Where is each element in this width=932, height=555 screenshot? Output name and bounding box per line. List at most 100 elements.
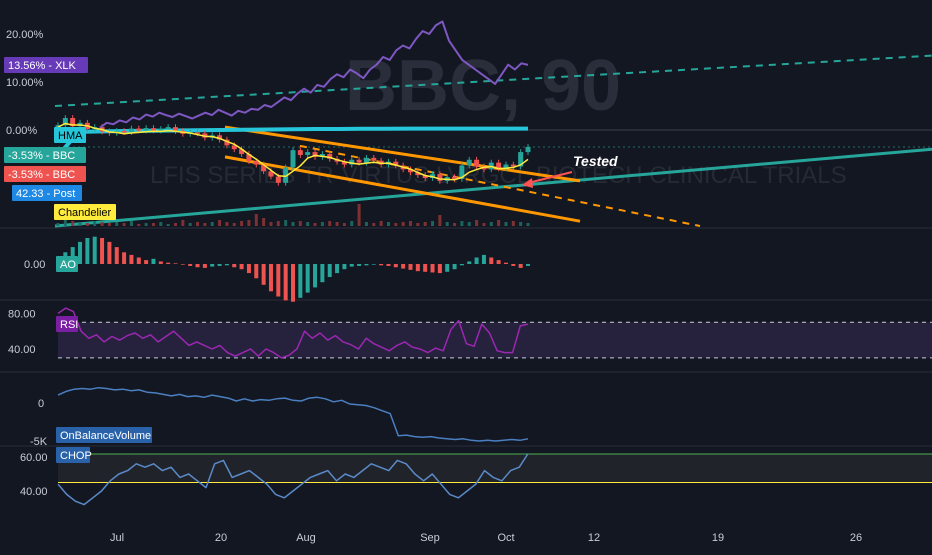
candle-body xyxy=(466,159,472,166)
ao-bar xyxy=(129,254,134,264)
ao-bar xyxy=(511,264,516,266)
ao-bar xyxy=(305,264,310,293)
ao-bar xyxy=(445,264,450,272)
ao-bar xyxy=(393,264,398,268)
candle-body xyxy=(356,159,362,163)
volume-bar xyxy=(453,223,457,226)
volume-bar xyxy=(467,222,471,226)
volume-bar xyxy=(401,222,405,226)
ao-bar xyxy=(496,260,501,264)
ao-bar xyxy=(423,264,428,272)
volume-bar xyxy=(504,222,508,226)
ao-bar xyxy=(335,264,340,274)
ao-bar xyxy=(100,238,105,264)
candle-body xyxy=(341,161,347,165)
main-tick-20: 20.00% xyxy=(6,29,44,41)
candle-body xyxy=(371,157,377,161)
ao-bar xyxy=(415,264,420,272)
label-bbc-1-bg xyxy=(4,147,86,163)
xlk-line xyxy=(99,20,529,129)
candle-body xyxy=(496,162,502,169)
volume-bar xyxy=(78,222,82,226)
candle-body xyxy=(143,128,149,131)
volume-bar xyxy=(151,223,155,226)
volume-bar xyxy=(372,223,376,226)
volume-bar xyxy=(364,222,368,226)
candle-body xyxy=(319,154,325,157)
trend-upper-line xyxy=(224,125,581,183)
label-chandelier-bg xyxy=(54,204,116,220)
volume-bar xyxy=(313,223,317,226)
volume-bar xyxy=(144,223,148,226)
chop-line xyxy=(57,453,529,506)
volume-bar xyxy=(85,223,89,226)
candle-body xyxy=(518,152,524,167)
ao-bar xyxy=(364,264,369,266)
ao-bar xyxy=(518,264,523,268)
label-bbc-2: -3.53% - BBC xyxy=(8,169,75,181)
volume-bar xyxy=(431,221,435,226)
candle-body xyxy=(121,130,127,133)
obv-tick-0: 0 xyxy=(38,398,44,410)
ao-bar xyxy=(459,264,464,266)
main-tick-10: 10.00% xyxy=(6,77,44,89)
volume-bar xyxy=(225,222,229,226)
candle-body xyxy=(452,177,458,179)
volume-bar xyxy=(240,221,244,226)
ao-bar xyxy=(114,247,119,264)
ao-bar xyxy=(467,261,472,264)
volume-bar xyxy=(159,222,163,226)
volume-bar xyxy=(350,221,354,226)
ao-bar xyxy=(283,264,288,301)
ao-bar xyxy=(430,264,435,273)
volume-bar xyxy=(291,222,295,226)
channel-top-line xyxy=(54,54,932,107)
volume-bar xyxy=(342,223,346,226)
ao-bar xyxy=(173,263,178,264)
ao-bar xyxy=(371,264,376,265)
rsi-line xyxy=(57,307,529,359)
ao-bar xyxy=(503,262,508,264)
ao-bar xyxy=(342,264,347,270)
rsi-band xyxy=(58,322,932,358)
candle-body xyxy=(231,145,237,150)
candle-body xyxy=(239,149,245,154)
label-rsi: RSI xyxy=(60,319,78,331)
x-tick-12: 12 xyxy=(588,532,600,544)
volume-bar xyxy=(174,223,177,226)
candle-body xyxy=(70,118,76,127)
ao-bar xyxy=(526,264,530,266)
volume-bar xyxy=(71,221,75,226)
volume-bar xyxy=(328,221,332,226)
ao-bar xyxy=(386,264,391,266)
volume-bar xyxy=(93,221,97,226)
ao-bar xyxy=(217,264,222,266)
volume-bar xyxy=(56,223,60,226)
volume-bar xyxy=(100,222,104,226)
candle-body xyxy=(297,150,303,155)
candle-body xyxy=(327,154,333,159)
label-obv: OnBalanceVolume xyxy=(60,430,151,442)
candle-body xyxy=(459,165,465,179)
x-tick-19: 19 xyxy=(712,532,724,544)
volume-bar xyxy=(489,222,493,226)
candle-body xyxy=(408,169,413,173)
volume-bar xyxy=(416,223,420,226)
ao-bar xyxy=(92,236,97,264)
volume-bar xyxy=(122,223,126,226)
volume-bar xyxy=(386,222,390,226)
volume-bar xyxy=(519,222,523,226)
ao-bar xyxy=(254,264,259,279)
candle-body xyxy=(62,118,68,126)
volume-bar xyxy=(482,223,486,226)
volume-bar xyxy=(166,224,170,226)
label-xlk: 13.56% - XLK xyxy=(8,60,77,72)
volume-bar xyxy=(203,223,207,226)
volume-bar xyxy=(188,223,192,226)
volume-bar xyxy=(269,222,273,226)
volume-bar xyxy=(445,222,449,226)
ao-bar xyxy=(401,264,406,269)
volume-bar xyxy=(306,222,310,226)
candle-body xyxy=(393,161,399,166)
